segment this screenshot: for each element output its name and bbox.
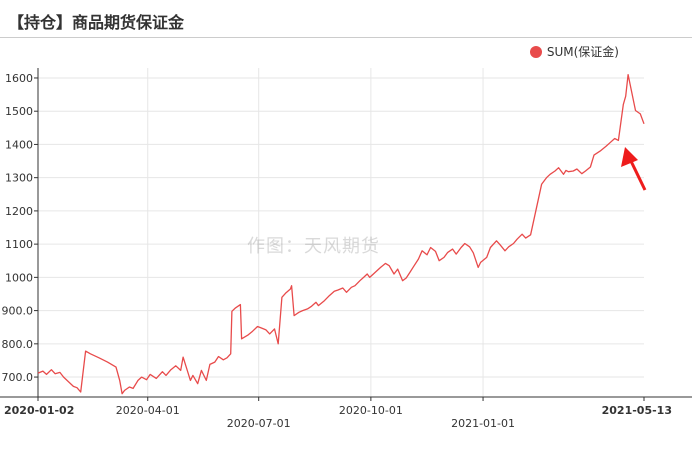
y-tick-label: 1000: [5, 271, 33, 284]
y-tick-label: 700.0: [2, 371, 34, 384]
y-tick-label: 1100: [5, 238, 33, 251]
chart-legend[interactable]: SUM(保证金): [529, 43, 619, 60]
y-tick-label: 1500: [5, 105, 33, 118]
x-tick-label: 2020-01-02: [4, 404, 74, 417]
annotation-layer: [621, 147, 647, 191]
x-tick-label: 2021-01-01: [451, 417, 515, 430]
y-tick-label: 800.0: [2, 338, 34, 351]
x-tick-label: 2020-07-01: [227, 417, 291, 430]
x-tick-label: 2021-05-13: [602, 404, 672, 417]
legend-marker-icon: [529, 45, 542, 58]
y-tick-label: 900.0: [2, 305, 34, 318]
y-tick-label: 1200: [5, 205, 33, 218]
x-tick-label: 2020-10-01: [339, 404, 403, 417]
y-tick-label: 1600: [5, 72, 33, 85]
grid-lines: [38, 68, 644, 397]
y-tick-label: 1300: [5, 172, 33, 185]
legend-label: SUM(保证金): [546, 45, 619, 59]
chart-header: 【持仓】商品期货保证金: [0, 0, 692, 38]
annotation-arrow-head: [621, 147, 638, 167]
axes: 700.0 800.0 900.0 1000 1100 1200 1300 1400 1500 1…: [0, 68, 692, 430]
series-line[interactable]: [37, 73, 645, 395]
series-layer: [37, 73, 645, 395]
y-tick-label: 1400: [5, 138, 33, 151]
chart-title: 【持仓】商品期货保证金: [8, 13, 185, 32]
x-tick-label: 2020-04-01: [116, 404, 180, 417]
